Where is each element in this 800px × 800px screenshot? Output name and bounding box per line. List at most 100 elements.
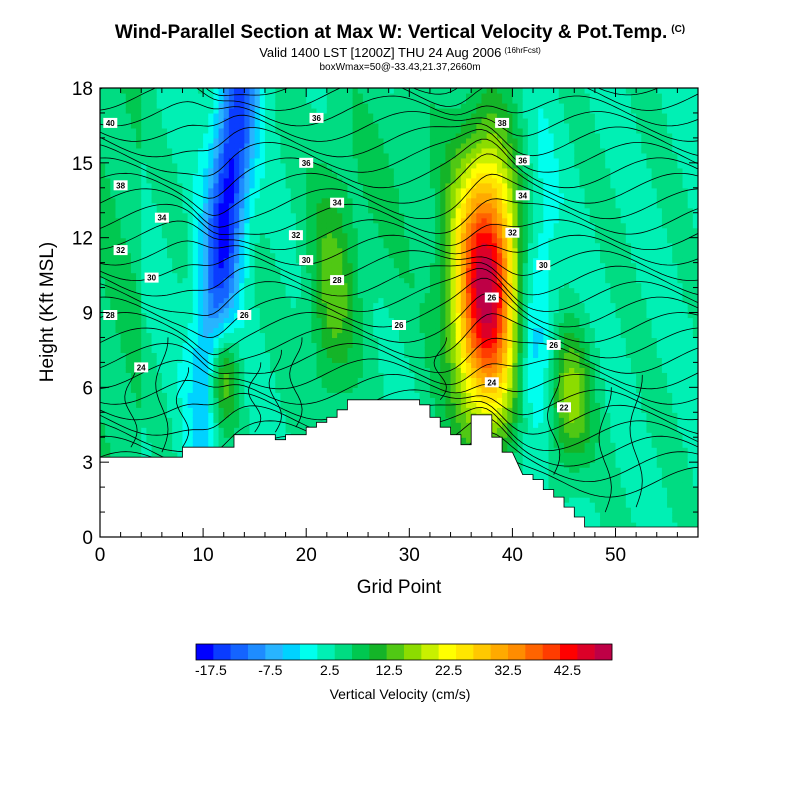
colorbar-swatch: [473, 644, 491, 660]
colorbar-tick-label: -17.5: [195, 662, 227, 678]
contour-label-box: [309, 112, 324, 123]
contour-label-box: [103, 310, 118, 320]
contour-label: 40: [106, 119, 115, 128]
contour-label: 36: [518, 156, 527, 165]
colorbar-swatch: [248, 644, 266, 660]
chart-info: boxWmax=50@-33.43,21.37,2660m: [319, 62, 481, 73]
contour-label: 24: [137, 363, 146, 372]
contour-label: 32: [508, 229, 517, 238]
chart-title: Wind-Parallel Section at Max W: Vertical…: [114, 22, 686, 43]
contour-label: 32: [116, 246, 125, 255]
colorbar-swatch: [421, 644, 439, 660]
contour-label: 22: [560, 403, 569, 412]
colorbar-swatch: [300, 644, 318, 660]
colorbar-swatch: [594, 644, 613, 660]
x-tick-label: 30: [399, 545, 420, 566]
contour-label-box: [484, 377, 499, 388]
y-axis-title: Height (Kft MSL): [37, 242, 58, 382]
colorbar-swatch: [404, 644, 422, 660]
colorbar-title: Vertical Velocity (cm/s): [330, 686, 471, 702]
contour-label: 36: [302, 159, 311, 168]
y-tick-label: 6: [82, 378, 93, 399]
x-axis: 0 10 20 30 40 50: [95, 88, 699, 566]
contour-label-box: [299, 255, 314, 266]
contour-label-box: [515, 190, 530, 201]
colorbar-swatch: [317, 644, 335, 660]
contour-label: 24: [487, 378, 496, 387]
contour-label: 36: [312, 114, 321, 123]
colorbar-tick-label: 22.5: [435, 662, 462, 678]
x-tick-label: 20: [296, 545, 317, 566]
colorbar-swatch: [577, 644, 595, 660]
y-tick-label: 3: [82, 453, 93, 474]
contour-label: 26: [395, 321, 404, 330]
x-tick-label: 40: [502, 545, 523, 566]
x-tick-label: 0: [95, 545, 106, 566]
chart-subtitle: Valid 1400 LST [1200Z] THU 24 Aug 2006 (1…: [259, 45, 541, 60]
colorbar-swatch: [438, 644, 457, 660]
contour-label-box: [546, 339, 561, 350]
colorbar-swatch: [369, 644, 387, 660]
colorbar-swatch: [352, 644, 370, 660]
contour-label: 38: [498, 119, 507, 128]
contour-label: 26: [487, 294, 496, 303]
colorbar-swatch: [196, 644, 214, 660]
contour-label: 34: [333, 199, 342, 208]
contour-label-box: [288, 230, 303, 241]
y-tick-label: 12: [72, 229, 93, 250]
contour-label-box: [536, 260, 551, 271]
colorbar-tick-label: -7.5: [258, 662, 282, 678]
contour-label: 26: [240, 311, 249, 320]
contour-label: 38: [116, 181, 125, 190]
contour-label-box: [134, 362, 149, 373]
contour-label-box: [495, 117, 510, 128]
colorbar-swatch: [386, 644, 405, 660]
x-tick-label: 10: [193, 545, 214, 566]
colorbar-swatch: [490, 644, 509, 660]
colorbar-swatch: [508, 644, 526, 660]
colorbar-tick-label: 12.5: [375, 662, 402, 678]
contour-label: 26: [549, 341, 558, 350]
colorbar-swatch: [230, 644, 249, 660]
contour-label-box: [515, 155, 530, 166]
contour-label-box: [144, 272, 159, 283]
colorbar-swatch: [265, 644, 283, 660]
colorbar-swatch: [213, 644, 231, 660]
colorbar-swatch: [456, 644, 474, 660]
x-axis-title: Grid Point: [357, 577, 442, 598]
y-tick-label: 0: [82, 528, 93, 549]
contour-label: 30: [302, 256, 311, 265]
contour-label-box: [237, 310, 252, 320]
contour-label: 28: [106, 311, 115, 320]
contour-label: 28: [333, 276, 342, 285]
contour-labels: 40 38 34 32 30 28 24 26 36 36 34 32 30 28 26 38 36 34 32 30…: [103, 112, 571, 413]
contour-label-box: [113, 180, 128, 191]
y-tick-label: 15: [72, 154, 93, 175]
contour-label-box: [392, 320, 406, 330]
y-tick-label: 9: [82, 304, 93, 325]
contour-label: 30: [539, 261, 548, 270]
colorbar-swatch: [542, 644, 561, 660]
x-tick-label: 50: [605, 545, 626, 566]
colorbar-frame: [195, 643, 613, 661]
contour-label-box: [505, 227, 520, 238]
contour-label: 34: [518, 191, 527, 200]
y-tick-label: 18: [72, 79, 93, 100]
contour-label-box: [154, 212, 169, 223]
contour-label: 34: [157, 214, 166, 223]
colorbar: -17.5 -7.5 2.5 12.5 22.5 32.5 42.5: [195, 643, 613, 678]
contour-label-box: [103, 117, 118, 128]
colorbar-tick-label: 2.5: [320, 662, 340, 678]
contour-label-box: [557, 402, 571, 413]
colorbar-tick-label: 32.5: [494, 662, 521, 678]
colorbar-swatch: [282, 644, 301, 660]
contour-label-box: [484, 292, 499, 303]
contour-label-box: [299, 157, 314, 168]
colorbar-swatch: [525, 644, 543, 660]
terrain-mask: [100, 399, 698, 537]
contour-label: 30: [147, 274, 156, 283]
contour-label-box: [330, 197, 345, 208]
contour-label-box: [113, 245, 128, 256]
